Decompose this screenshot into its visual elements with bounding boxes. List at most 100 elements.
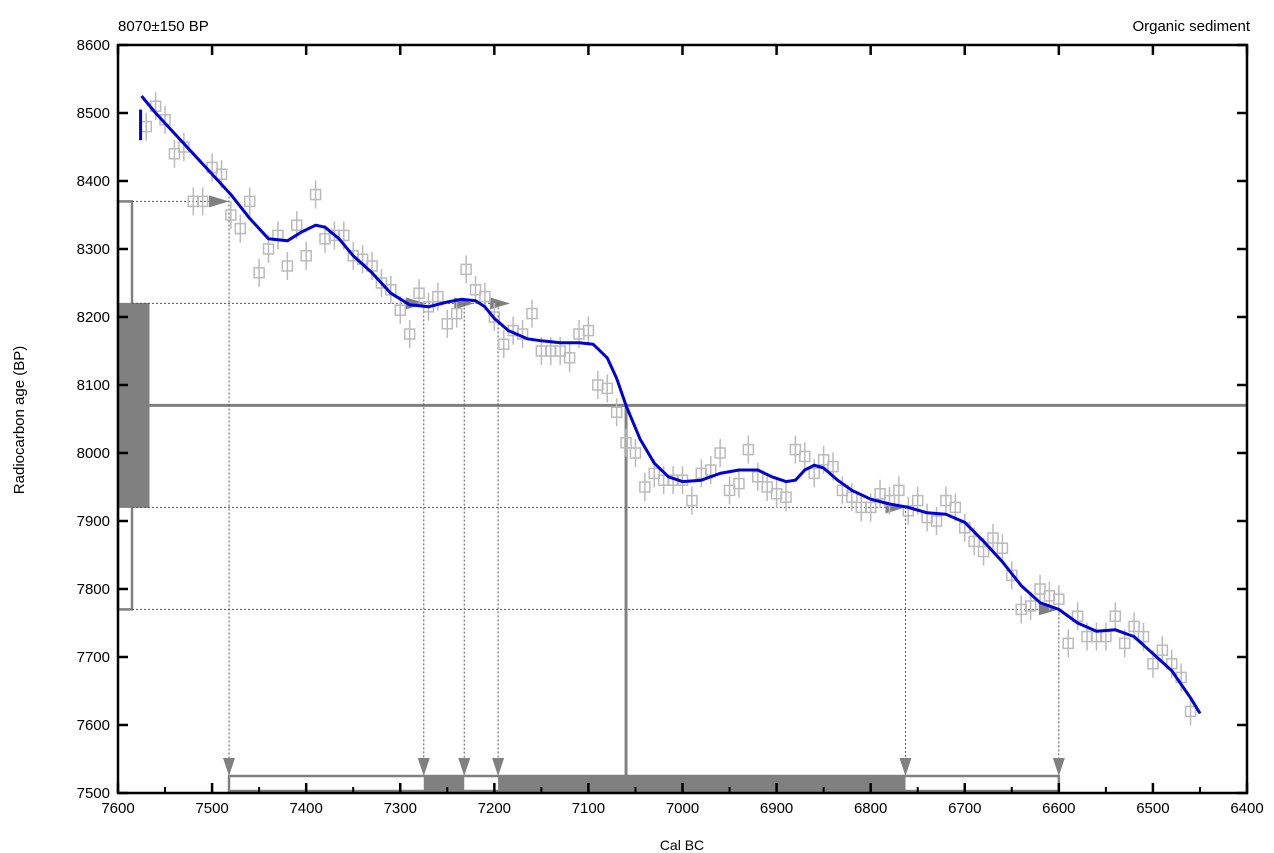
y-tick-label: 7800 xyxy=(77,581,110,598)
x-tick-label: 6600 xyxy=(1042,800,1075,817)
calibration-curve xyxy=(140,95,1202,715)
range-construction-lines xyxy=(116,192,1247,793)
y-tick-label: 8300 xyxy=(77,241,110,258)
x-tick-label: 7600 xyxy=(101,800,134,817)
data-point xyxy=(752,471,764,483)
data-point xyxy=(1109,610,1122,622)
x-tick-label: 6800 xyxy=(854,800,887,817)
data-point xyxy=(168,148,181,160)
data-point xyxy=(1184,705,1197,718)
data-point xyxy=(225,209,237,221)
y-tick-label: 8600 xyxy=(77,37,110,54)
data-point xyxy=(723,484,736,497)
x-tick-label: 7100 xyxy=(572,800,605,817)
x-tick-label: 7000 xyxy=(666,800,699,817)
y-tick-label: 8100 xyxy=(77,377,110,394)
data-point xyxy=(780,491,792,503)
data-point xyxy=(893,484,905,497)
data-point xyxy=(243,195,256,208)
data-point xyxy=(620,437,632,449)
data-point xyxy=(403,328,416,340)
x-tick-label: 6500 xyxy=(1136,800,1169,817)
data-point xyxy=(808,467,820,480)
x-tick-label: 7200 xyxy=(478,800,511,817)
data-point xyxy=(253,267,265,279)
data-point xyxy=(864,501,877,514)
y-tick-label: 7700 xyxy=(77,649,110,666)
data-point xyxy=(450,307,463,320)
data-point xyxy=(432,290,444,303)
x-tick-label: 7300 xyxy=(384,800,417,817)
data-point xyxy=(817,454,830,466)
data-point xyxy=(441,318,454,330)
range-down-arrowhead xyxy=(417,758,430,776)
sample-age-label: 8070±150 BP xyxy=(118,18,209,35)
data-point xyxy=(1006,569,1018,582)
range-down-arrowhead xyxy=(1052,758,1065,776)
data-point xyxy=(196,195,209,208)
data-point xyxy=(309,188,322,201)
range-arrowhead xyxy=(209,195,230,208)
data-point xyxy=(1034,583,1046,595)
data-point xyxy=(375,277,388,289)
data-point xyxy=(582,324,595,337)
data-point xyxy=(610,406,623,418)
data-point xyxy=(215,168,228,180)
data-point xyxy=(563,352,576,364)
x-tick-label: 7500 xyxy=(195,800,228,817)
data-point xyxy=(704,464,717,476)
data-point xyxy=(996,542,1009,554)
data-point xyxy=(281,260,294,272)
data-point xyxy=(742,443,755,456)
y-tick-label: 8000 xyxy=(77,445,110,462)
x-tick-label: 6900 xyxy=(760,800,793,817)
x-axis-title: Cal BC xyxy=(660,837,704,853)
data-point xyxy=(1137,630,1150,643)
data-point xyxy=(629,447,642,459)
data-point xyxy=(262,243,275,255)
data-point xyxy=(761,481,773,493)
axes-frame: 7600 7500 7400 7300 7200 7100 7000 6900 6800 6700… xyxy=(77,37,1264,817)
data-point xyxy=(479,290,491,303)
data-point xyxy=(300,250,312,262)
data-point xyxy=(911,494,924,507)
data-point xyxy=(883,494,896,507)
data-point xyxy=(686,494,698,507)
one-sigma-cal-range xyxy=(423,776,465,791)
data-point xyxy=(497,338,510,350)
calibration-curve-layer xyxy=(139,95,1202,715)
data-point xyxy=(1156,644,1169,656)
data-point xyxy=(827,460,839,473)
sample-material-label: Organic sediment xyxy=(1132,18,1250,35)
one-sigma-cal-range xyxy=(498,776,906,791)
range-down-arrowhead xyxy=(492,758,505,776)
data-point xyxy=(1118,637,1131,650)
plot-frame xyxy=(116,43,1249,795)
data-point xyxy=(874,488,886,500)
data-point xyxy=(413,287,425,299)
data-point xyxy=(977,545,990,558)
y-tick-label: 8500 xyxy=(77,105,110,122)
decadal-data-points xyxy=(140,92,1197,726)
data-point xyxy=(291,219,303,231)
data-point xyxy=(639,481,651,493)
data-point xyxy=(601,382,613,395)
range-down-arrowhead xyxy=(223,758,236,776)
data-point xyxy=(1128,620,1140,633)
x-tick-label: 6400 xyxy=(1230,800,1263,817)
data-point xyxy=(714,447,726,459)
data-point xyxy=(930,515,943,527)
y-tick-label: 7900 xyxy=(77,513,110,530)
data-point xyxy=(338,229,350,242)
data-point xyxy=(902,505,915,517)
data-point xyxy=(1062,637,1074,650)
x-tick-label: 7400 xyxy=(289,800,322,817)
data-point xyxy=(987,532,999,544)
data-point xyxy=(733,477,745,490)
data-point xyxy=(526,307,538,320)
data-point xyxy=(648,467,661,480)
y-tick-label: 7600 xyxy=(77,717,110,734)
data-point xyxy=(488,311,501,323)
data-point xyxy=(469,284,482,296)
